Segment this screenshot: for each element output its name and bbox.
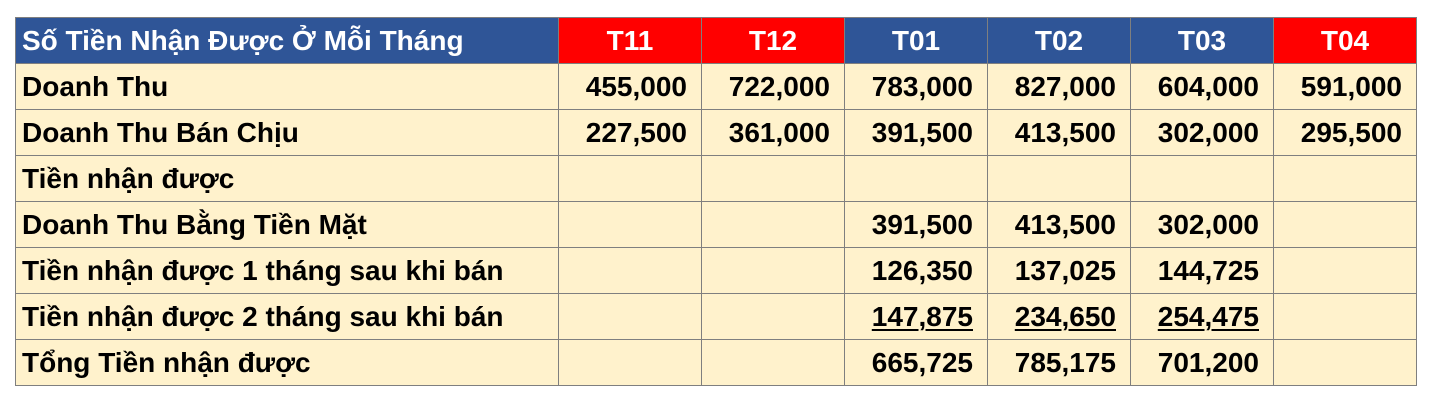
value-cell[interactable]: [558, 339, 702, 386]
cash-receipts-table: Số Tiền Nhận Được Ở Mỗi Tháng T11 T12 T0…: [15, 17, 1417, 386]
value-cell[interactable]: 455,000: [558, 63, 702, 110]
table-title-cell[interactable]: Số Tiền Nhận Được Ở Mỗi Tháng: [15, 17, 559, 64]
value-cell[interactable]: 302,000: [1130, 109, 1274, 156]
row-label-cell[interactable]: Doanh Thu Bán Chịu: [15, 109, 559, 156]
value-cell[interactable]: 785,175: [987, 339, 1131, 386]
value-cell[interactable]: [558, 247, 702, 294]
value-cell[interactable]: 302,000: [1130, 201, 1274, 248]
value-cell[interactable]: [701, 247, 845, 294]
value-cell[interactable]: [844, 155, 988, 202]
month-header-cell[interactable]: T01: [844, 17, 988, 64]
month-header-cell[interactable]: T12: [701, 17, 845, 64]
value-cell[interactable]: 701,200: [1130, 339, 1274, 386]
value-cell[interactable]: 604,000: [1130, 63, 1274, 110]
value-cell[interactable]: 254,475: [1130, 293, 1274, 340]
value-cell[interactable]: 227,500: [558, 109, 702, 156]
value-cell[interactable]: [1273, 201, 1417, 248]
value-cell[interactable]: [701, 201, 845, 248]
value-cell[interactable]: [701, 155, 845, 202]
value-cell[interactable]: [1130, 155, 1274, 202]
table-row: Tổng Tiền nhận được 665,725 785,175 701,…: [15, 339, 1417, 386]
value-cell[interactable]: 361,000: [701, 109, 845, 156]
value-cell[interactable]: 234,650: [987, 293, 1131, 340]
value-cell[interactable]: [1273, 247, 1417, 294]
value-cell[interactable]: [701, 339, 845, 386]
table-row: Tiền nhận được 1 tháng sau khi bán 126,3…: [15, 247, 1417, 294]
value-cell[interactable]: 137,025: [987, 247, 1131, 294]
value-cell[interactable]: [1273, 293, 1417, 340]
value-cell[interactable]: 126,350: [844, 247, 988, 294]
value-cell[interactable]: 413,500: [987, 109, 1131, 156]
month-header-cell[interactable]: T04: [1273, 17, 1417, 64]
value-cell[interactable]: 144,725: [1130, 247, 1274, 294]
value-cell[interactable]: 391,500: [844, 201, 988, 248]
value-cell[interactable]: [1273, 339, 1417, 386]
value-cell[interactable]: 391,500: [844, 109, 988, 156]
table-row: Tiền nhận được: [15, 155, 1417, 202]
month-header-cell[interactable]: T02: [987, 17, 1131, 64]
month-header-cell[interactable]: T11: [558, 17, 702, 64]
table-row: Doanh Thu Bán Chịu 227,500 361,000 391,5…: [15, 109, 1417, 156]
table-row: Doanh Thu Bằng Tiền Mặt 391,500 413,500 …: [15, 201, 1417, 248]
value-cell[interactable]: [558, 293, 702, 340]
value-cell[interactable]: 413,500: [987, 201, 1131, 248]
row-label-cell[interactable]: Tiền nhận được 1 tháng sau khi bán: [15, 247, 559, 294]
value-cell[interactable]: 827,000: [987, 63, 1131, 110]
value-cell[interactable]: [558, 201, 702, 248]
underlined-value: 234,650: [1014, 300, 1116, 332]
header-row: Số Tiền Nhận Được Ở Mỗi Tháng T11 T12 T0…: [15, 17, 1417, 64]
value-cell[interactable]: 295,500: [1273, 109, 1417, 156]
value-cell[interactable]: [558, 155, 702, 202]
row-label-cell[interactable]: Tiền nhận được 2 tháng sau khi bán: [15, 293, 559, 340]
value-cell[interactable]: 783,000: [844, 63, 988, 110]
value-cell[interactable]: 591,000: [1273, 63, 1417, 110]
table-row: Doanh Thu 455,000 722,000 783,000 827,00…: [15, 63, 1417, 110]
row-label-cell[interactable]: Tổng Tiền nhận được: [15, 339, 559, 386]
value-cell[interactable]: 147,875: [844, 293, 988, 340]
row-label-cell[interactable]: Tiền nhận được: [15, 155, 559, 202]
value-cell[interactable]: [987, 155, 1131, 202]
value-cell[interactable]: 665,725: [844, 339, 988, 386]
month-header-cell[interactable]: T03: [1130, 17, 1274, 64]
value-cell[interactable]: 722,000: [701, 63, 845, 110]
value-cell[interactable]: [701, 293, 845, 340]
underlined-value: 147,875: [871, 300, 973, 332]
underlined-value: 254,475: [1157, 300, 1259, 332]
value-cell[interactable]: [1273, 155, 1417, 202]
table-row: Tiền nhận được 2 tháng sau khi bán 147,8…: [15, 293, 1417, 340]
row-label-cell[interactable]: Doanh Thu: [15, 63, 559, 110]
row-label-cell[interactable]: Doanh Thu Bằng Tiền Mặt: [15, 201, 559, 248]
